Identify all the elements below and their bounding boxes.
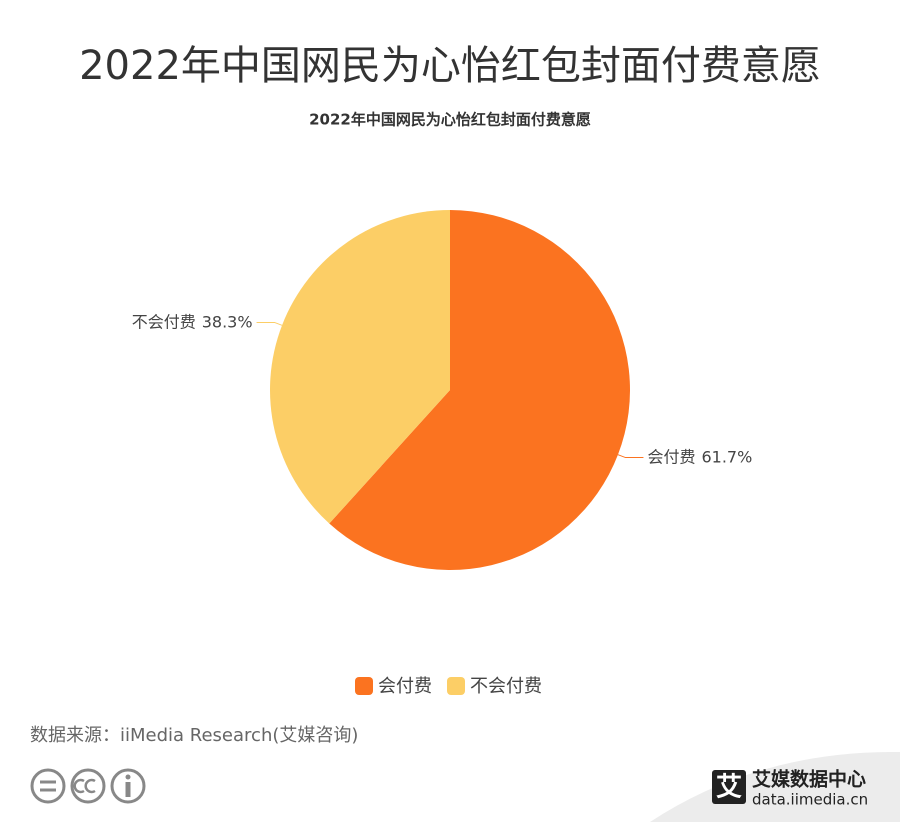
chart-title: 2022年中国网民为心怡红包封面付费意愿 (309, 111, 591, 129)
brand: 艾媒数据中心 (752, 768, 866, 791)
source: 数据来源：iiMedia Research(艾媒咨询) (30, 725, 358, 746)
data-label: 不会付费 38.3% (132, 312, 253, 331)
footer-band (650, 751, 900, 822)
data-label: 会付费 61.7% (647, 447, 752, 466)
leader-line (617, 454, 644, 459)
legend-swatch (355, 677, 373, 695)
logo-char: 艾 (716, 773, 742, 803)
brand-url: data.iimedia.cn (752, 791, 868, 809)
license-icons (30, 768, 146, 804)
page-title: 2022年中国网民为心怡红包封面付费意愿 (79, 43, 821, 89)
leader-line (256, 321, 283, 326)
legend-label: 会付费 (378, 676, 432, 697)
logo-box (712, 770, 746, 804)
pie-slice (270, 210, 450, 524)
data-label-value: 38.3% (202, 312, 253, 331)
data-label-category: 会付费 (647, 447, 695, 466)
pie-slice (329, 209, 631, 570)
data-label-category: 不会付费 (132, 312, 196, 331)
legend-label: 不会付费 (470, 676, 542, 697)
data-label-value: 61.7% (701, 447, 752, 466)
legend-swatch (447, 677, 465, 695)
